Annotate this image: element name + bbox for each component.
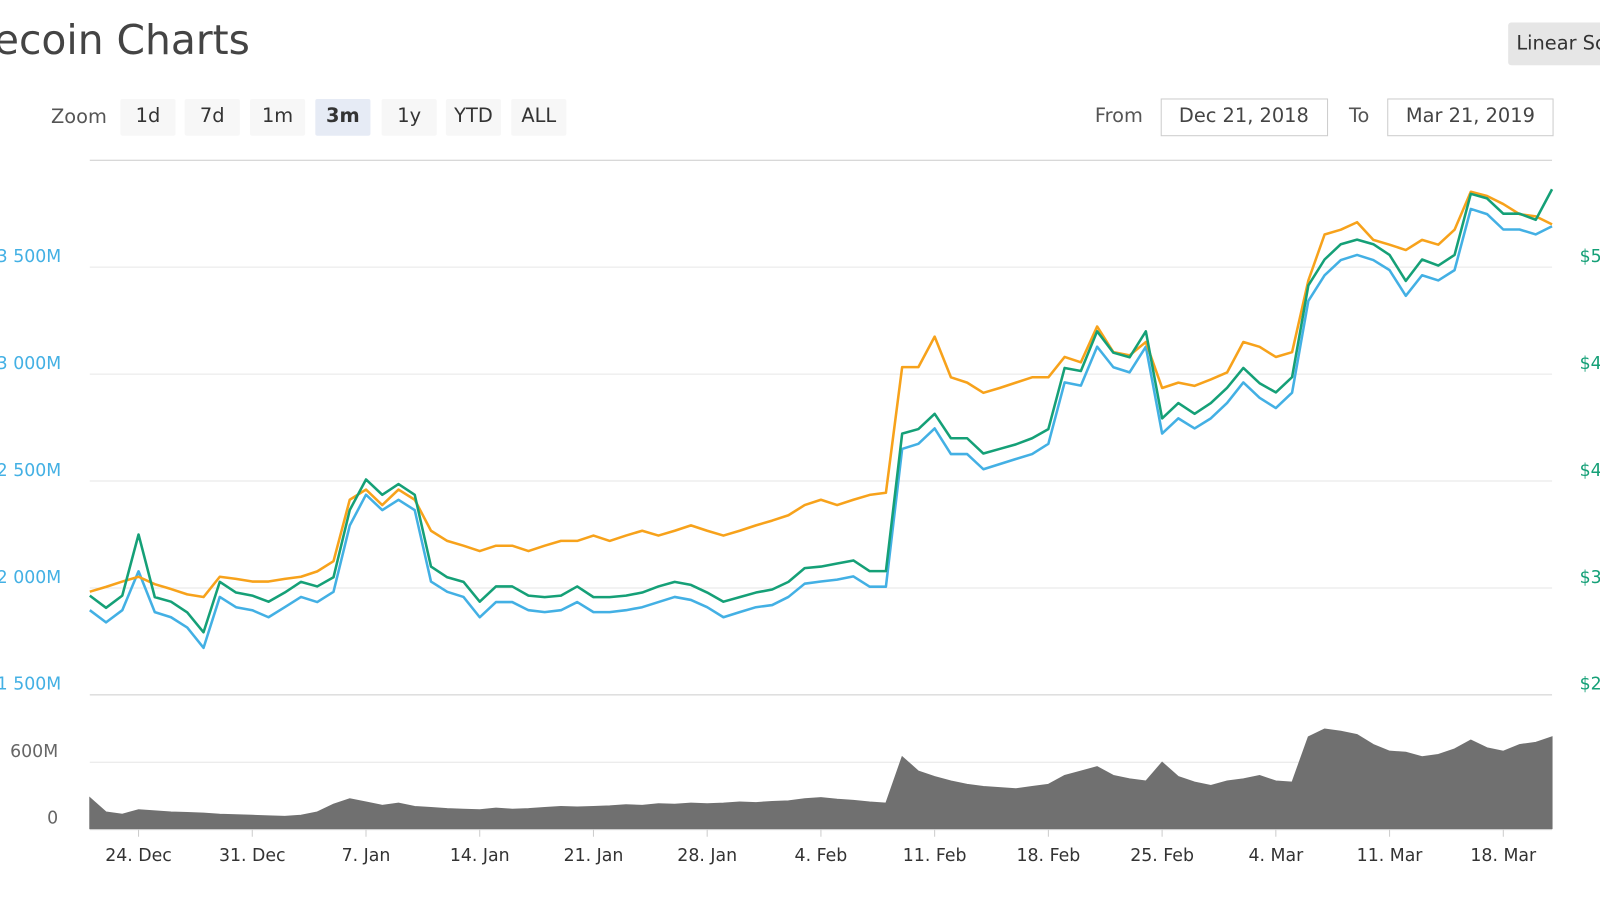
scale-button-label[interactable]: Linear Sc bbox=[1516, 31, 1600, 54]
volume-area bbox=[89, 728, 1553, 830]
zoom-button-bg[interactable] bbox=[511, 98, 567, 136]
zoom-button[interactable]: 1m bbox=[250, 98, 306, 136]
y-tick-label: 3 000M bbox=[0, 354, 61, 374]
to-label: To bbox=[1348, 104, 1369, 127]
zoom-button-label[interactable]: 1y bbox=[397, 104, 421, 127]
from-input[interactable] bbox=[1160, 98, 1329, 137]
zoom-label: Zoom bbox=[51, 105, 107, 128]
x-tick-label: 14. Jan bbox=[450, 846, 510, 866]
zoom-button-label[interactable]: ALL bbox=[521, 104, 556, 127]
zoom-button-label[interactable]: 3m bbox=[326, 104, 360, 127]
zoom-button-bg[interactable] bbox=[381, 98, 437, 136]
y2-tick-label: $56 bbox=[1580, 247, 1600, 267]
zoom-button-bg[interactable] bbox=[315, 98, 371, 136]
to-value[interactable]: Mar 21, 2019 bbox=[1406, 104, 1535, 127]
zoom-button-label[interactable]: 1d bbox=[136, 104, 161, 127]
zoom-button[interactable]: YTD bbox=[445, 98, 502, 136]
y-tick-label: 1 500M bbox=[0, 675, 61, 695]
y-tick-label: 3 500M bbox=[0, 247, 61, 267]
zoom-button-bg[interactable] bbox=[120, 98, 176, 136]
zoom-button-bg[interactable] bbox=[250, 98, 306, 136]
zoom-button-bg[interactable] bbox=[445, 98, 502, 136]
zoom-button[interactable]: ALL bbox=[511, 98, 567, 136]
y2-tick-label: $35 bbox=[1580, 568, 1600, 588]
x-tick-label: 11. Mar bbox=[1357, 846, 1424, 866]
series-line bbox=[89, 207, 1553, 650]
y-tick-label: 2 500M bbox=[0, 461, 61, 481]
zoom-button-bg[interactable] bbox=[184, 98, 240, 136]
volume-tick-label: 600M bbox=[10, 742, 58, 762]
series-line bbox=[89, 188, 1554, 634]
x-tick-label: 25. Feb bbox=[1130, 846, 1194, 866]
x-tick-label: 11. Feb bbox=[903, 846, 967, 866]
x-tick-label: 7. Jan bbox=[342, 846, 391, 866]
zoom-button[interactable]: 1y bbox=[381, 98, 437, 136]
y2-tick-label: $28 bbox=[1580, 675, 1600, 695]
x-tick-label: 21. Jan bbox=[564, 846, 624, 866]
y2-tick-label: $49 bbox=[1580, 354, 1600, 374]
from-label: From bbox=[1095, 104, 1143, 127]
from-value[interactable]: Dec 21, 2018 bbox=[1179, 104, 1309, 127]
y2-tick-label: $42 bbox=[1580, 461, 1600, 481]
y-tick-label: 2 000M bbox=[0, 568, 61, 588]
page-title: ecoin Charts bbox=[0, 16, 250, 64]
zoom-button[interactable]: 1d bbox=[120, 98, 176, 136]
x-tick-label: 18. Feb bbox=[1017, 846, 1081, 866]
scale-button[interactable]: Linear Sc bbox=[1508, 22, 1600, 66]
x-tick-label: 28. Jan bbox=[677, 846, 737, 866]
zoom-button-label[interactable]: 7d bbox=[200, 104, 225, 127]
zoom-button-label[interactable]: YTD bbox=[453, 104, 493, 127]
x-tick-label: 24. Dec bbox=[105, 846, 172, 866]
zoom-button[interactable]: 7d bbox=[184, 98, 240, 136]
x-tick-label: 4. Feb bbox=[795, 846, 848, 866]
zoom-button-label[interactable]: 1m bbox=[262, 104, 293, 127]
zoom-button[interactable]: 3m bbox=[315, 98, 371, 136]
series-line bbox=[89, 190, 1553, 599]
x-tick-label: 18. Mar bbox=[1470, 846, 1537, 866]
volume-tick-label: 0 bbox=[47, 808, 58, 828]
x-tick-label: 4. Mar bbox=[1248, 846, 1304, 866]
x-tick-label: 31. Dec bbox=[219, 846, 286, 866]
scale-button-bg[interactable] bbox=[1508, 22, 1600, 66]
to-input[interactable] bbox=[1387, 98, 1554, 137]
